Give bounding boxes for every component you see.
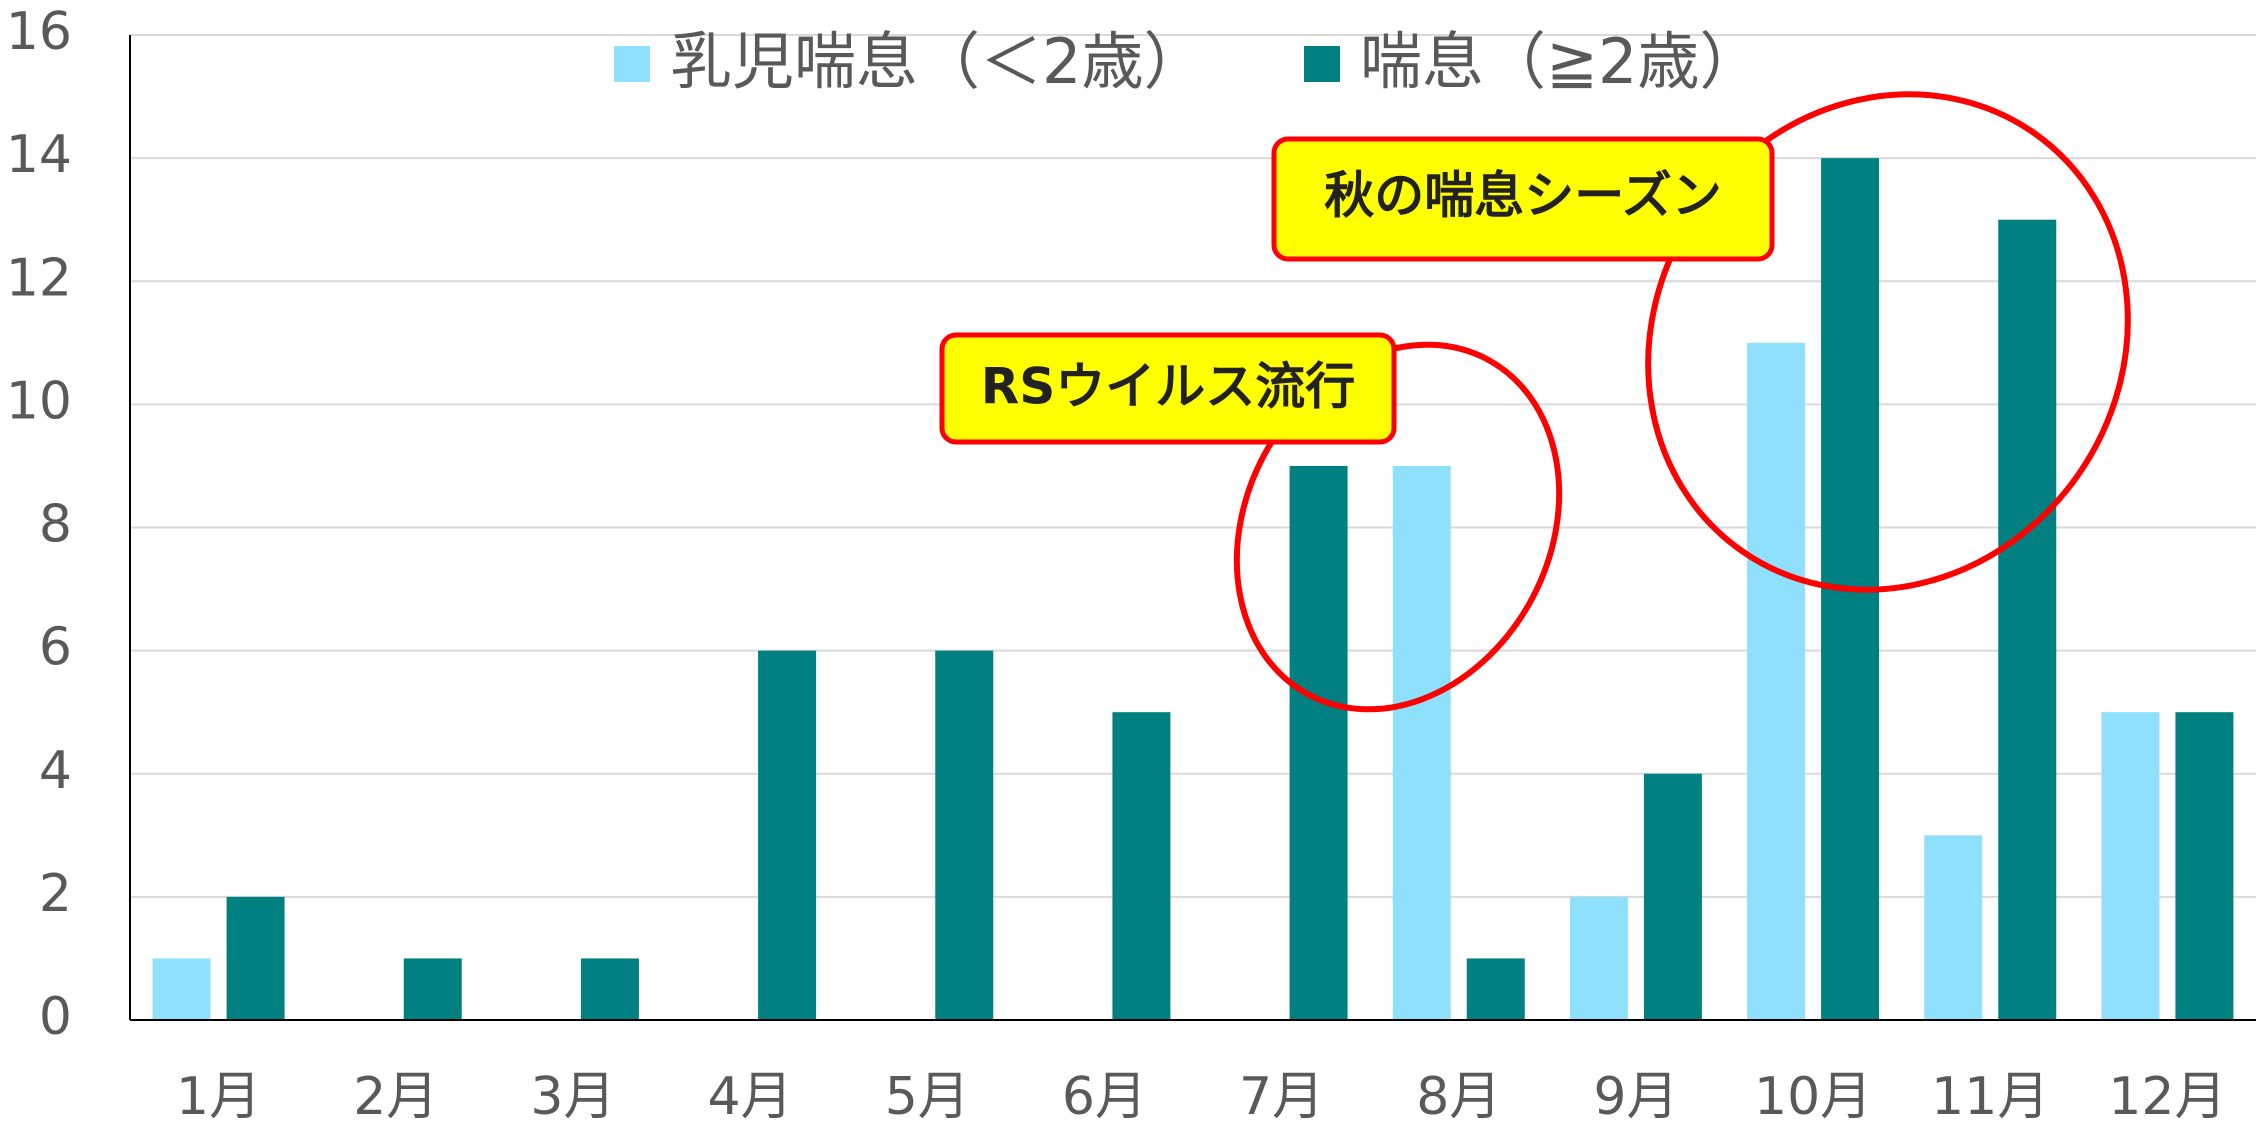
y-tick-label: 10 [6,371,72,431]
bars [152,158,2234,1020]
x-tick-label: 1月 [176,1067,261,1127]
y-tick-label: 0 [39,987,72,1047]
legend-label: 乳児喘息（＜2歳） [670,25,1205,98]
grid [130,34,2256,898]
bar [935,650,994,1020]
legend-swatch [1304,46,1340,82]
highlight-ellipse [1645,91,2131,593]
y-tick-label: 4 [39,741,72,801]
legend-label: 喘息（≧2歳） [1360,25,1761,98]
x-tick-label: 9月 [1593,1067,1678,1127]
x-tick-label: 2月 [353,1067,438,1127]
bar [1924,835,1983,1020]
legend-swatch [614,46,650,82]
x-tick-label: 5月 [885,1067,970,1127]
x-tick-label: 10月 [1754,1067,1872,1127]
annotation-box [939,332,1397,445]
bar [758,650,817,1020]
x-tick-label: 7月 [1239,1067,1324,1127]
highlight-ellipse [1233,341,1563,713]
bar [1643,773,1702,1020]
y-tick-label: 14 [6,125,72,185]
x-tick-label: 6月 [1062,1067,1147,1127]
annotation-box [1271,136,1775,262]
x-tick-label: 11月 [1931,1067,2049,1127]
x-tick-label: 8月 [1416,1067,1501,1127]
y-tick-label: 12 [6,248,72,308]
annotation: RSウイルス流行 [981,358,1356,416]
y-tick-label: 16 [6,2,72,62]
bar [1569,896,1628,1020]
bar [2101,712,2160,1020]
bar [2175,712,2234,1020]
bar [1998,219,2057,1020]
bar [1466,958,1525,1020]
y-tick-label: 6 [39,618,72,678]
bar [1747,342,1806,1020]
bar [1289,465,1348,1020]
bar [580,958,639,1020]
bar [1112,712,1171,1020]
y-tick-label: 8 [39,495,72,555]
x-tick-label: 3月 [530,1067,615,1127]
bar [152,958,211,1020]
bar [226,896,285,1020]
y-tick-label: 2 [39,864,72,924]
bar [403,958,462,1020]
annotation: 秋の喘息シーズン [1324,167,1722,225]
bar [1392,465,1451,1020]
x-tick-label: 12月 [2108,1067,2226,1127]
x-tick-label: 4月 [708,1067,793,1127]
